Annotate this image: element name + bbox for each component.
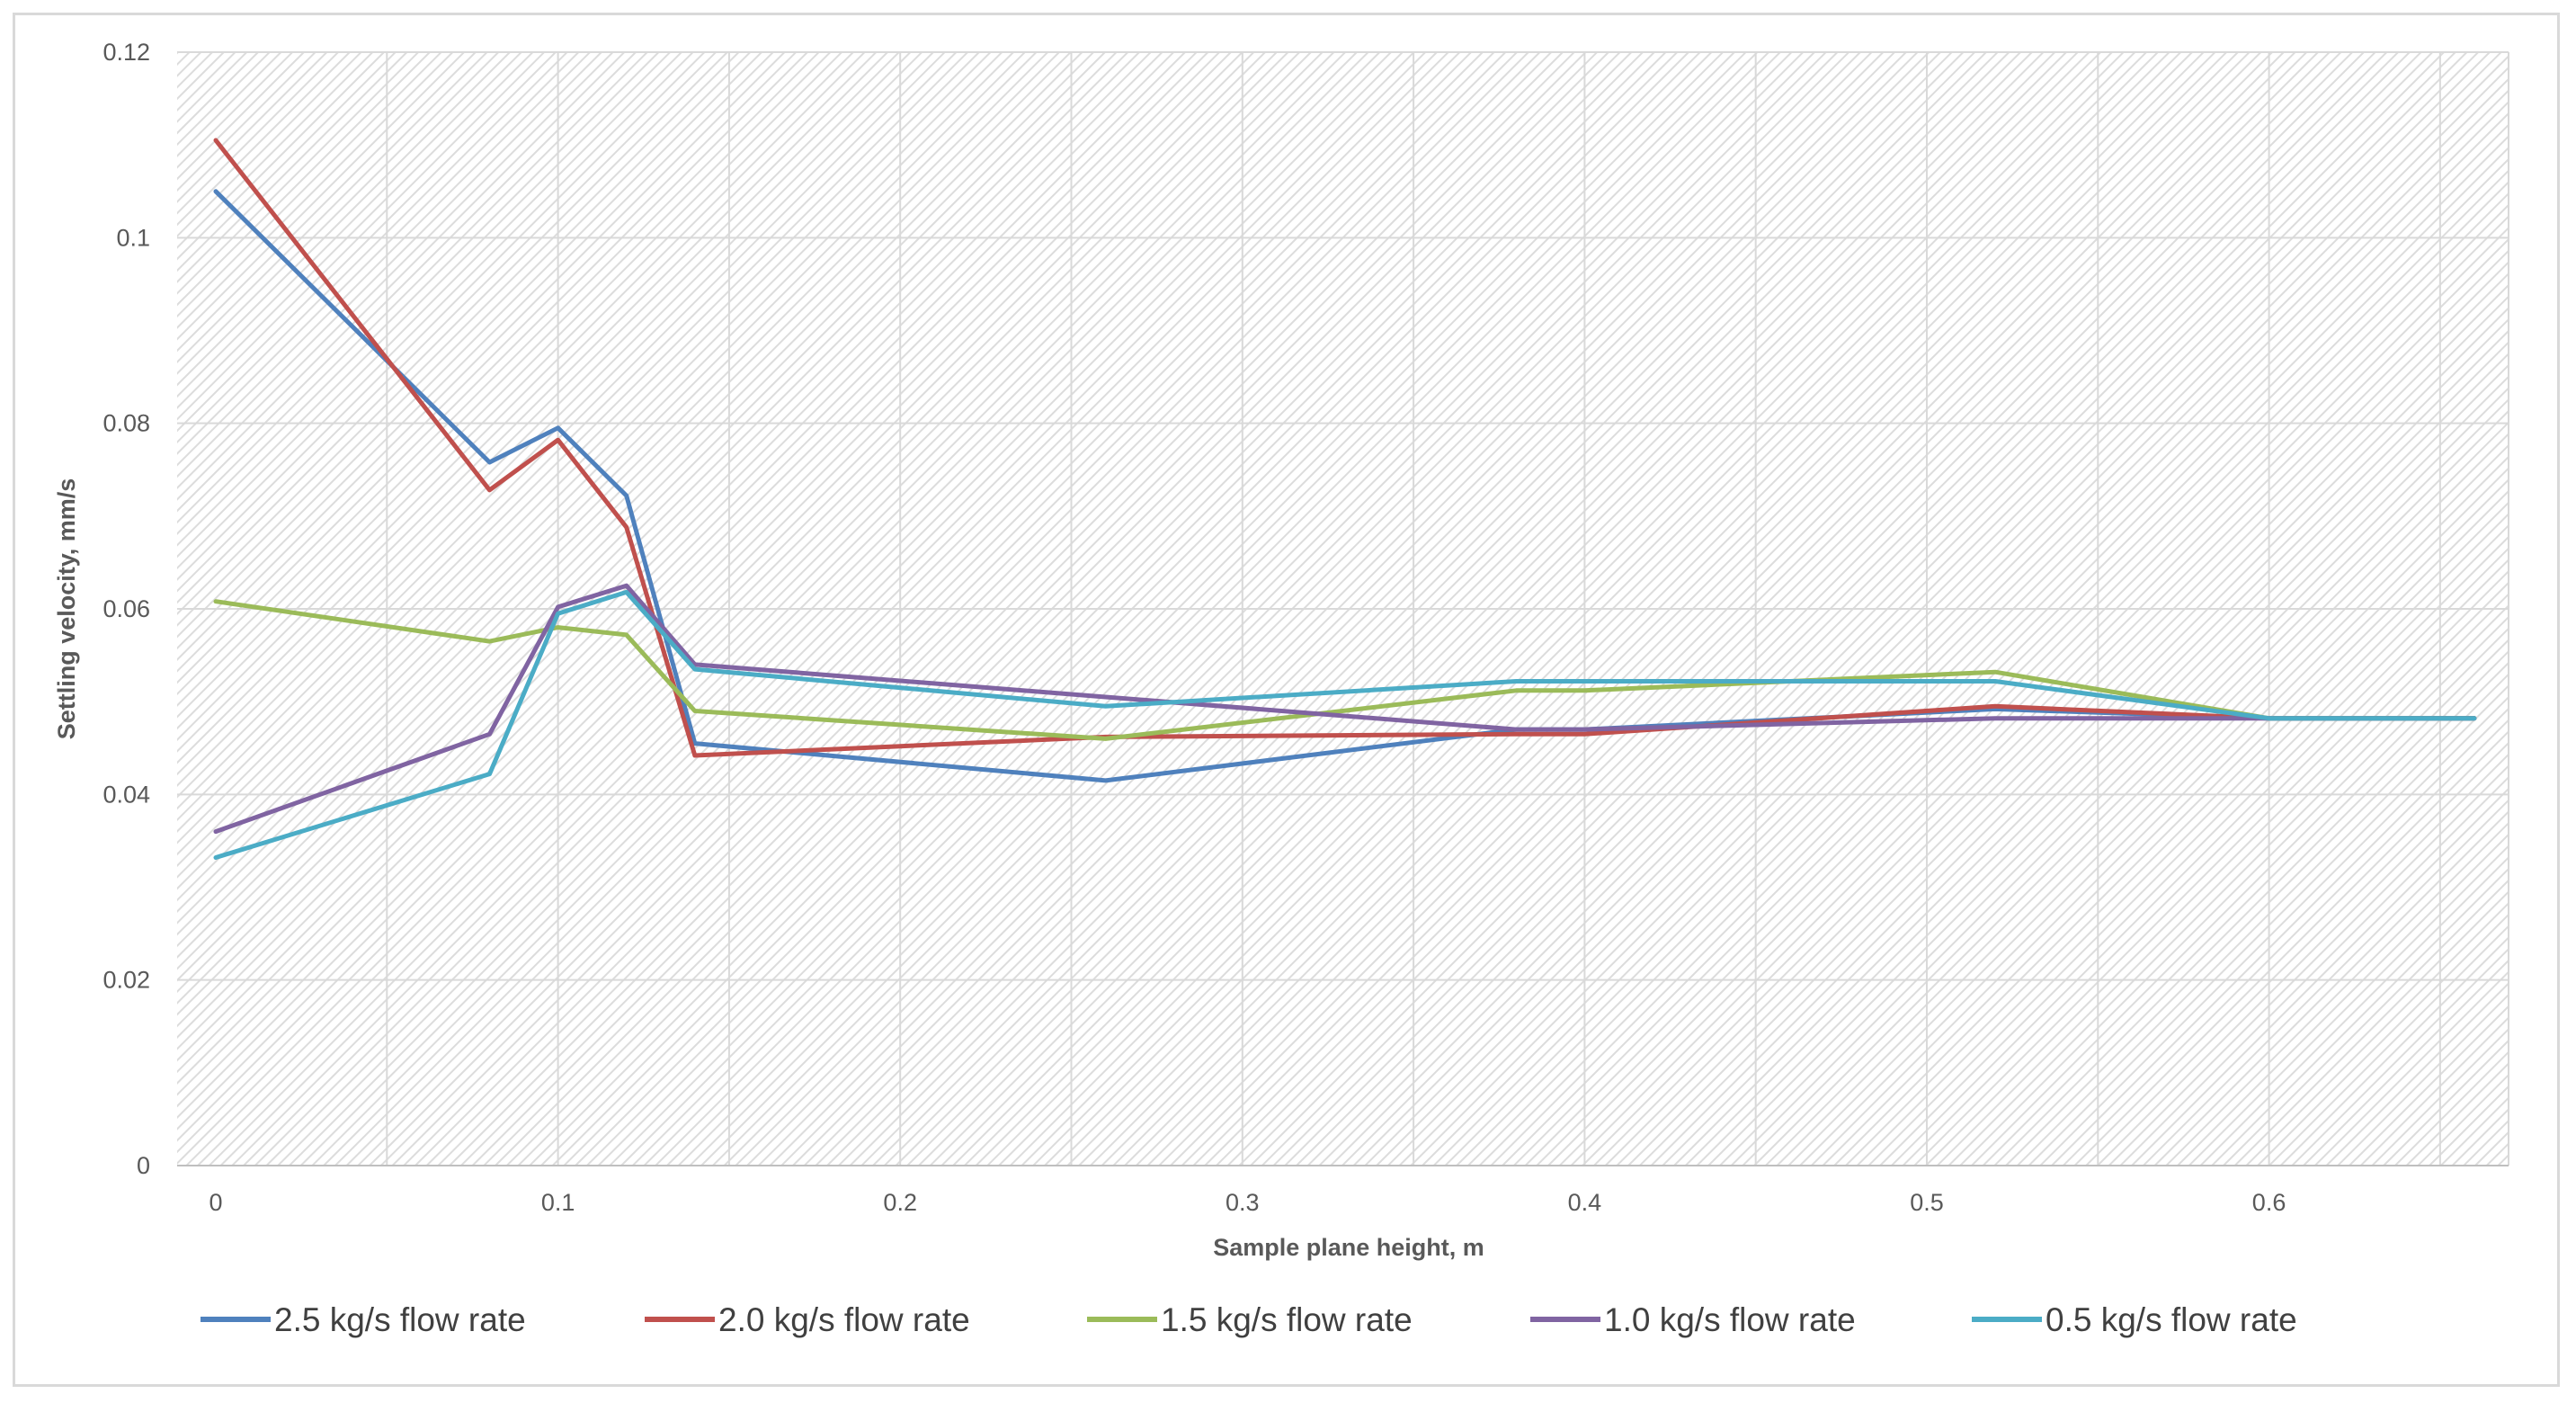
x-tick-label: 0 (209, 1189, 222, 1216)
legend-label: 0.5 kg/s flow rate (2046, 1301, 2297, 1338)
x-tick-label: 0.1 (541, 1189, 575, 1216)
series-line (213, 599, 2477, 741)
series-line (213, 138, 2477, 758)
y-tick-label: 0.04 (103, 781, 150, 808)
y-tick-label: 0.1 (116, 224, 150, 251)
legend-label: 2.0 kg/s flow rate (718, 1301, 970, 1338)
y-tick-label: 0.12 (103, 39, 150, 66)
y-tick-label: 0 (137, 1152, 150, 1179)
series-lines (213, 138, 2477, 860)
legend-label: 1.0 kg/s flow rate (1604, 1301, 1856, 1338)
x-tick-label: 0.2 (883, 1189, 917, 1216)
legend-label: 2.5 kg/s flow rate (274, 1301, 526, 1338)
y-tick-label: 0.08 (103, 410, 150, 437)
x-tick-label: 0.4 (1568, 1189, 1602, 1216)
x-tick-label: 0.3 (1226, 1189, 1260, 1216)
gridlines (177, 51, 2509, 1166)
x-axis-title: Sample plane height, m (1213, 1234, 1484, 1261)
x-tick-label: 0.5 (1910, 1189, 1944, 1216)
series-line (213, 583, 2477, 835)
series-line (213, 589, 2477, 860)
x-tick-label: 0.6 (2252, 1189, 2286, 1216)
y-axis-title: Settling velocity, mm/s (53, 478, 80, 740)
tick-labels: 0 0.02 0.04 0.06 0.08 0.1 0.12 0 0.1 0.2 0.3 0.4 0.5… (103, 39, 2286, 1216)
legend: 2.5 kg/s flow rate 2.0 kg/s flow rate 1.5 … (201, 1301, 2297, 1338)
y-tick-label: 0.06 (103, 595, 150, 622)
legend-label: 1.5 kg/s flow rate (1161, 1301, 1413, 1338)
y-tick-label: 0.02 (103, 967, 150, 994)
